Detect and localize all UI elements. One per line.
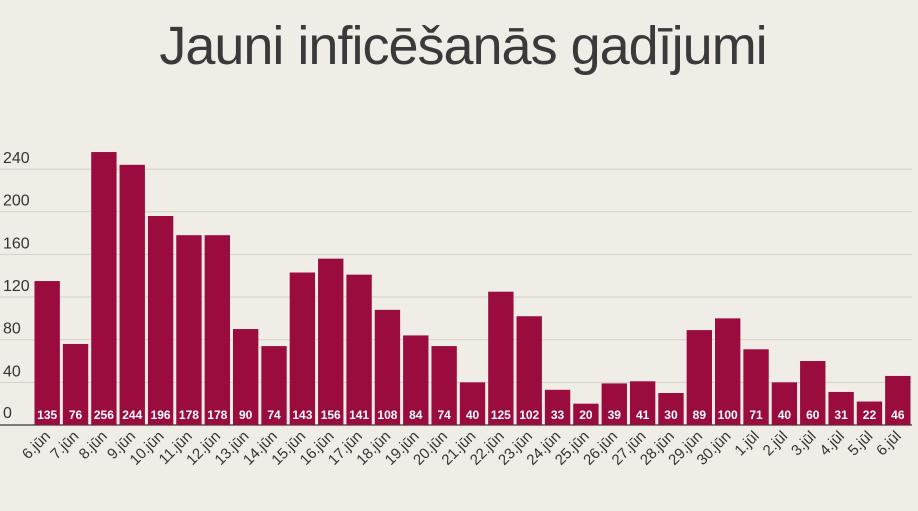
data-label: 196 — [151, 408, 171, 422]
data-label: 178 — [207, 408, 227, 422]
y-tick-label: 40 — [3, 363, 21, 380]
x-tick-label: 4.jūl — [816, 428, 847, 459]
data-label: 20 — [579, 408, 593, 422]
data-label: 178 — [179, 408, 199, 422]
bar-3.jūl — [800, 361, 826, 425]
data-label: 22 — [863, 408, 877, 422]
bar-18.jūn — [374, 309, 401, 425]
x-tick-label: 2.jūl — [760, 428, 791, 459]
data-label: 41 — [636, 408, 650, 422]
chart-title: Jauni inficēšanās gadījumi — [159, 16, 766, 76]
data-label: 108 — [377, 408, 397, 422]
bar-15.jūn — [289, 272, 316, 425]
bar-28.jūn — [658, 393, 684, 425]
data-labels-layer: 135 76 256 244 196 178 178 90 74 143 156 141 108 84 74… — [37, 408, 905, 422]
bar-29.jūn — [686, 330, 713, 425]
bar-21.jūn — [459, 382, 486, 425]
bar-1.jūl — [743, 349, 769, 425]
x-axis-ticks: 6.jūn7.jūn8.jūn9.jūn10.jūn11.jūn12.jūn13… — [19, 428, 905, 469]
bar-16.jūn — [318, 258, 344, 425]
data-label: 33 — [551, 408, 565, 422]
x-tick-label: 6.jūl — [873, 428, 904, 459]
bar-14.jūn — [261, 346, 287, 425]
y-tick-label: 120 — [3, 278, 30, 295]
y-tick-label: 0 — [3, 405, 12, 422]
data-label: 76 — [69, 408, 83, 422]
bar-23.jūn — [516, 316, 542, 425]
data-label: 156 — [321, 408, 341, 422]
bar-13.jūn — [232, 329, 259, 425]
x-tick-label: 1.jūl — [731, 428, 762, 459]
bar-6.jūn — [34, 281, 60, 425]
data-label: 100 — [718, 408, 738, 422]
bar-30.jūn — [715, 318, 741, 425]
data-label: 135 — [37, 408, 57, 422]
x-tick-label: 8.jūn — [76, 428, 111, 463]
bar-7.jūn — [62, 343, 89, 425]
bars-layer — [34, 152, 911, 426]
data-label: 256 — [94, 408, 114, 422]
bar-22.jūn — [488, 291, 514, 425]
data-label: 125 — [491, 408, 511, 422]
bar-2.jūl — [771, 382, 798, 425]
data-label: 74 — [437, 408, 451, 422]
bar-27.jūn — [629, 381, 656, 425]
y-tick-label: 240 — [3, 150, 30, 167]
bar-11.jūn — [176, 235, 202, 425]
data-label: 141 — [349, 408, 369, 422]
bar-12.jūn — [204, 235, 230, 425]
bar-8.jūn — [91, 152, 117, 425]
bar-24.jūn — [544, 389, 571, 425]
data-label: 89 — [693, 408, 707, 422]
bar-20.jūn — [431, 346, 457, 425]
data-label: 60 — [806, 408, 820, 422]
data-label: 143 — [292, 408, 312, 422]
y-tick-label: 80 — [3, 321, 21, 338]
data-label: 30 — [664, 408, 678, 422]
y-tick-label: 200 — [3, 193, 30, 210]
bar-6.jūl — [885, 375, 911, 425]
bar-9.jūn — [119, 164, 145, 426]
bar-25.jūn — [573, 403, 599, 425]
data-label: 40 — [466, 408, 480, 422]
bar-5.jūl — [856, 401, 883, 425]
bar-4.jūl — [828, 391, 854, 425]
data-label: 40 — [778, 408, 792, 422]
data-label: 46 — [891, 408, 905, 422]
data-label: 71 — [749, 408, 763, 422]
bar-26.jūn — [601, 383, 627, 425]
x-tick-label: 7.jūn — [47, 428, 82, 463]
x-tick-label: 5.jūl — [845, 428, 876, 459]
bar-17.jūn — [346, 274, 372, 425]
data-label: 84 — [409, 408, 423, 422]
x-tick-label: 6.jūn — [19, 428, 54, 463]
data-label: 102 — [519, 408, 539, 422]
data-label: 31 — [834, 408, 848, 422]
y-axis-ticks: 0 40 80 120 160 200 240 — [3, 150, 30, 422]
data-label: 90 — [239, 408, 253, 422]
data-label: 39 — [608, 408, 622, 422]
x-tick-label: 3.jūl — [788, 428, 819, 459]
bar-19.jūn — [403, 335, 429, 425]
y-tick-label: 160 — [3, 235, 30, 252]
data-label: 74 — [267, 408, 281, 422]
data-label: 244 — [122, 408, 142, 422]
bar-10.jūn — [147, 216, 174, 425]
